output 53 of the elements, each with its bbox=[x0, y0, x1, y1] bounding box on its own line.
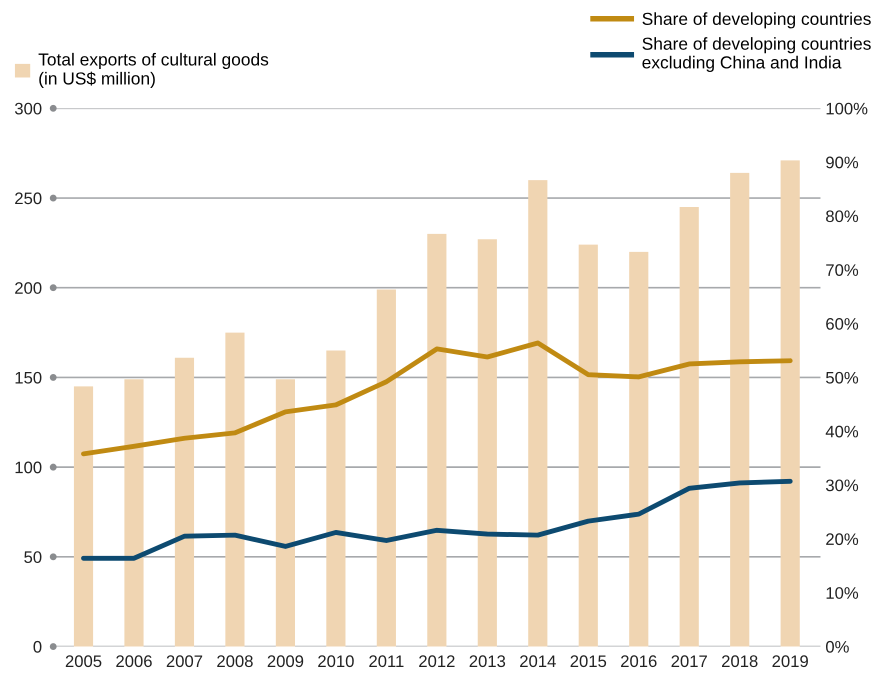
bar bbox=[376, 290, 396, 647]
x-tick-label: 2015 bbox=[570, 655, 606, 668]
y-tick-label: 0 bbox=[33, 640, 42, 653]
bar bbox=[478, 239, 497, 647]
y2-tick-label: 0% bbox=[826, 640, 849, 653]
x-tick-label: 2019 bbox=[772, 655, 808, 668]
y2-tick-label: 60% bbox=[826, 318, 858, 330]
y2-tick-label: 10% bbox=[826, 587, 858, 599]
x-tick-label: 2005 bbox=[66, 655, 102, 668]
x-tick-label: 2012 bbox=[419, 655, 455, 668]
bar bbox=[578, 244, 598, 647]
y2-tick-label: 30% bbox=[826, 479, 858, 492]
x-tick-label: 2009 bbox=[268, 655, 304, 668]
legend-label: Share of developing countries excluding China and India bbox=[642, 37, 871, 72]
y2-tick-label: 50% bbox=[826, 372, 858, 384]
bar bbox=[124, 379, 144, 647]
y-tick-label: 250 bbox=[15, 192, 42, 204]
bar bbox=[680, 206, 699, 647]
bar bbox=[780, 160, 800, 647]
bar bbox=[528, 180, 548, 647]
y-tick-label: 300 bbox=[14, 102, 42, 115]
legend-label: Total exports of cultural goods (in US$ million) bbox=[38, 52, 268, 88]
x-tick-label: 2010 bbox=[318, 655, 354, 668]
x-tick-label: 2016 bbox=[621, 655, 657, 668]
x-tick-label: 2014 bbox=[520, 655, 556, 668]
y-tick-label: 100 bbox=[16, 462, 42, 474]
x-tick-label: 2018 bbox=[722, 655, 758, 668]
y-tick-label: 200 bbox=[15, 282, 42, 294]
x-tick-label: 2007 bbox=[166, 655, 202, 668]
x-tick-label: 2008 bbox=[217, 655, 253, 668]
bar bbox=[326, 350, 346, 647]
bar bbox=[74, 386, 94, 647]
bar bbox=[276, 379, 296, 647]
line-series bbox=[81, 478, 793, 561]
y-tick-label: 50 bbox=[24, 551, 42, 564]
y2-tick-label: 40% bbox=[826, 426, 858, 438]
legend-label: Share of developing countries bbox=[642, 12, 871, 28]
bar bbox=[629, 252, 648, 647]
y2-tick-label: 20% bbox=[826, 533, 858, 546]
line-series bbox=[81, 340, 793, 456]
y2-tick-label: 90% bbox=[826, 156, 858, 168]
bar bbox=[427, 234, 446, 647]
y2-tick-label: 100% bbox=[826, 102, 868, 115]
x-tick-label: 2011 bbox=[369, 655, 404, 668]
y-tick-label: 150 bbox=[16, 372, 42, 384]
bar bbox=[174, 358, 194, 647]
y2-tick-label: 80% bbox=[826, 210, 858, 222]
x-tick-label: 2013 bbox=[470, 655, 506, 668]
bar bbox=[730, 172, 750, 647]
x-tick-label: 2017 bbox=[672, 655, 707, 668]
x-tick-label: 2006 bbox=[116, 655, 152, 668]
bar bbox=[225, 332, 245, 647]
y2-tick-label: 70% bbox=[826, 264, 858, 276]
